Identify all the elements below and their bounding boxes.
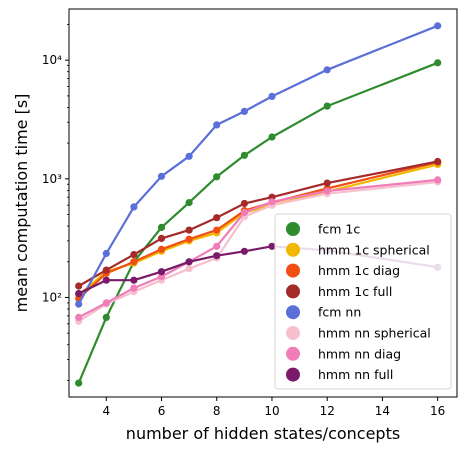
data-point [75, 300, 83, 308]
legend-label: hmm nn diag [318, 346, 401, 361]
plot-area [75, 22, 442, 387]
data-point [240, 208, 248, 217]
data-point [268, 198, 276, 206]
data-point [75, 289, 83, 298]
data-point [240, 151, 248, 159]
legend-entry: hmm 1c full [286, 284, 392, 299]
data-point [268, 242, 276, 250]
legend-entry: fcm nn [286, 305, 361, 320]
axes-frame [68, 8, 458, 398]
data-point [75, 313, 83, 321]
data-point [130, 258, 138, 266]
data-point [213, 121, 221, 129]
y-tick-label: 10⁴ [42, 53, 62, 67]
data-point [75, 379, 83, 387]
series-line [78, 178, 438, 319]
x-tick-label: 14 [375, 404, 390, 418]
data-point [130, 251, 138, 259]
data-point [323, 102, 331, 110]
legend-marker [286, 242, 300, 257]
data-point [157, 234, 166, 242]
x-axis-label: number of hidden states/concepts [126, 424, 400, 443]
legend-label: hmm 1c diag [318, 263, 400, 278]
legend-entry: hmm 1c spherical [286, 242, 430, 257]
data-point [185, 152, 193, 160]
data-point [213, 173, 221, 181]
data-point [213, 252, 221, 260]
x-tick-label: 10 [264, 404, 279, 418]
legend-marker [286, 305, 300, 320]
legend-label: hmm 1c full [318, 284, 392, 299]
legend-box [274, 213, 452, 390]
data-point [240, 247, 248, 255]
x-tick-label: 16 [430, 404, 445, 418]
series-line [77, 24, 439, 305]
data-point [268, 133, 276, 141]
legend-entry: hmm nn full [286, 367, 393, 382]
legend-marker [286, 346, 300, 361]
data-point [75, 282, 83, 290]
legend-marker [286, 263, 300, 278]
series-7 [75, 176, 442, 321]
data-point [213, 214, 221, 222]
data-point [102, 313, 110, 321]
legend-entry: hmm nn spherical [286, 326, 431, 341]
data-point [213, 226, 221, 234]
data-point [434, 176, 442, 184]
x-tick-label: 4 [102, 404, 110, 418]
data-point [185, 235, 193, 243]
data-point [157, 172, 166, 180]
y-tick-label: 10³ [42, 172, 62, 186]
data-point [157, 223, 166, 231]
data-point [102, 276, 110, 284]
data-point [434, 59, 442, 67]
data-point [185, 258, 193, 266]
data-point [185, 226, 193, 234]
legend-marker [286, 222, 300, 236]
data-point [157, 268, 166, 276]
data-point [130, 203, 138, 211]
data-point [157, 245, 166, 253]
data-point [434, 22, 442, 30]
data-point [130, 284, 138, 292]
data-point [323, 179, 331, 187]
legend-entry: hmm 1c diag [286, 263, 400, 278]
data-point [434, 157, 442, 166]
x-tick-label: 6 [158, 404, 166, 418]
legend-label: fcm 1c [318, 222, 360, 237]
data-point [102, 299, 110, 307]
data-point [102, 249, 110, 258]
data-point [102, 266, 110, 274]
x-tick-label: 8 [213, 404, 221, 418]
data-point [185, 199, 193, 207]
data-point [268, 92, 276, 100]
data-point [323, 187, 331, 195]
axes: 4 6 8 10 12 14 16 10² 10³ 10⁴ [42, 8, 458, 418]
legend-marker [286, 326, 300, 340]
legend-marker [286, 367, 300, 382]
series-line [77, 61, 439, 384]
data-point [240, 107, 248, 115]
data-point [213, 242, 221, 250]
data-point [185, 265, 193, 273]
legend-label: hmm nn spherical [318, 326, 431, 341]
legend: fcm 1c hmm 1c spherical hmm 1c diag hmm 1c … [274, 213, 452, 390]
series-5 [75, 22, 442, 308]
series-line [78, 160, 438, 287]
legend-marker [286, 284, 300, 299]
data-point [323, 66, 331, 74]
data-point [130, 276, 138, 284]
series-4 [75, 157, 442, 290]
y-axis-label: mean computation time [s] [12, 94, 31, 313]
legend-entry: hmm nn diag [286, 346, 401, 361]
legend-label: hmm 1c spherical [318, 242, 430, 257]
y-tick-label: 10² [42, 290, 62, 304]
x-tick-label: 12 [320, 404, 335, 418]
legend-label: fcm nn [318, 305, 361, 320]
series-line [78, 180, 438, 323]
legend-entry: fcm 1c [286, 222, 360, 237]
legend-label: hmm nn full [318, 367, 393, 382]
data-point [240, 199, 248, 208]
